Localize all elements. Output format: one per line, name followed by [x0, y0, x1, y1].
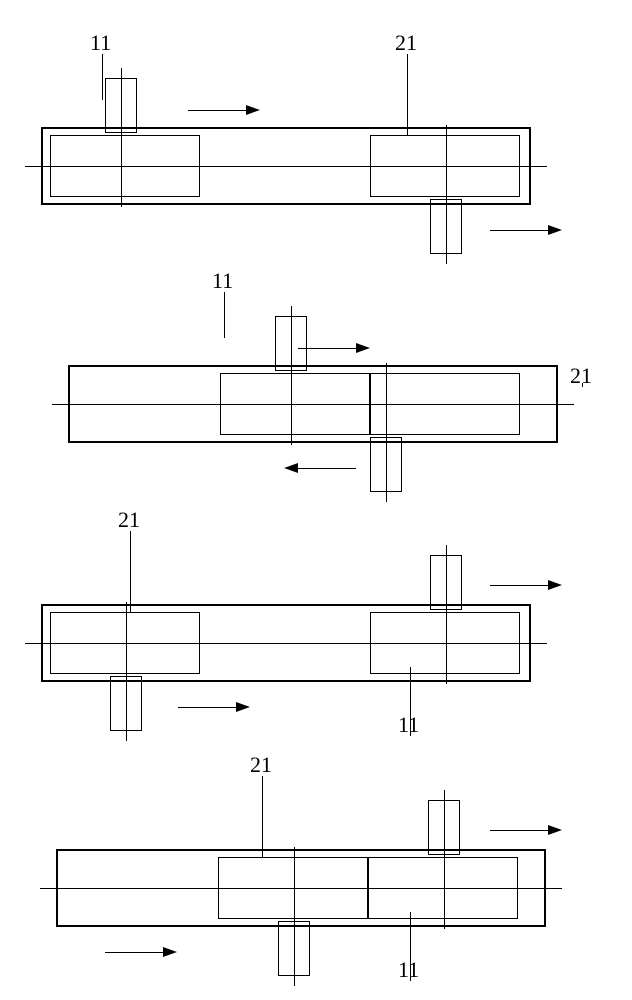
label-11: 11 — [398, 712, 419, 738]
arrow-head — [548, 225, 562, 235]
arrow — [490, 585, 548, 586]
block-centerline-21 — [294, 847, 295, 986]
label-21: 21 — [250, 752, 272, 778]
leader — [224, 292, 225, 338]
block-11 — [50, 135, 200, 197]
panel-4: 21 11 — [0, 752, 632, 987]
block-21 — [370, 135, 520, 197]
arrow-head — [236, 702, 250, 712]
arrow — [178, 707, 236, 708]
leader — [407, 54, 408, 135]
leader — [102, 54, 103, 100]
block-centerline-21 — [126, 602, 127, 741]
leader — [410, 912, 411, 981]
panel-3: 21 11 — [0, 507, 632, 742]
arrow — [298, 348, 356, 349]
block-11 — [370, 612, 520, 674]
arrow — [298, 468, 356, 469]
block-21 — [370, 373, 520, 435]
arrow — [490, 230, 548, 231]
panel-2: 11 21 — [0, 268, 632, 503]
leader — [130, 531, 131, 612]
panel-1: 11 21 — [0, 30, 632, 265]
block-21 — [218, 857, 368, 919]
block-21 — [50, 612, 200, 674]
label-21: 21 — [118, 507, 140, 533]
leader — [582, 383, 583, 387]
label-11: 11 — [90, 30, 111, 56]
leader — [262, 776, 263, 857]
label-11: 11 — [212, 268, 233, 294]
arrow-head — [163, 947, 177, 957]
label-11: 11 — [398, 957, 419, 983]
leader — [410, 667, 411, 736]
block-centerline-21 — [386, 363, 387, 502]
arrow — [105, 952, 163, 953]
block-11 — [368, 857, 518, 919]
block-centerline-11 — [444, 790, 445, 929]
arrow-head — [284, 463, 298, 473]
label-21: 21 — [395, 30, 417, 56]
arrow-head — [548, 580, 562, 590]
block-centerline-21 — [446, 125, 447, 264]
arrow-head — [356, 343, 370, 353]
arrow-head — [246, 105, 260, 115]
block-centerline-11 — [446, 545, 447, 684]
block-centerline-11 — [291, 306, 292, 445]
arrow — [490, 830, 548, 831]
block-centerline-11 — [121, 68, 122, 207]
arrow — [188, 110, 246, 111]
block-11 — [220, 373, 370, 435]
arrow-head — [548, 825, 562, 835]
label-21: 21 — [570, 363, 592, 389]
